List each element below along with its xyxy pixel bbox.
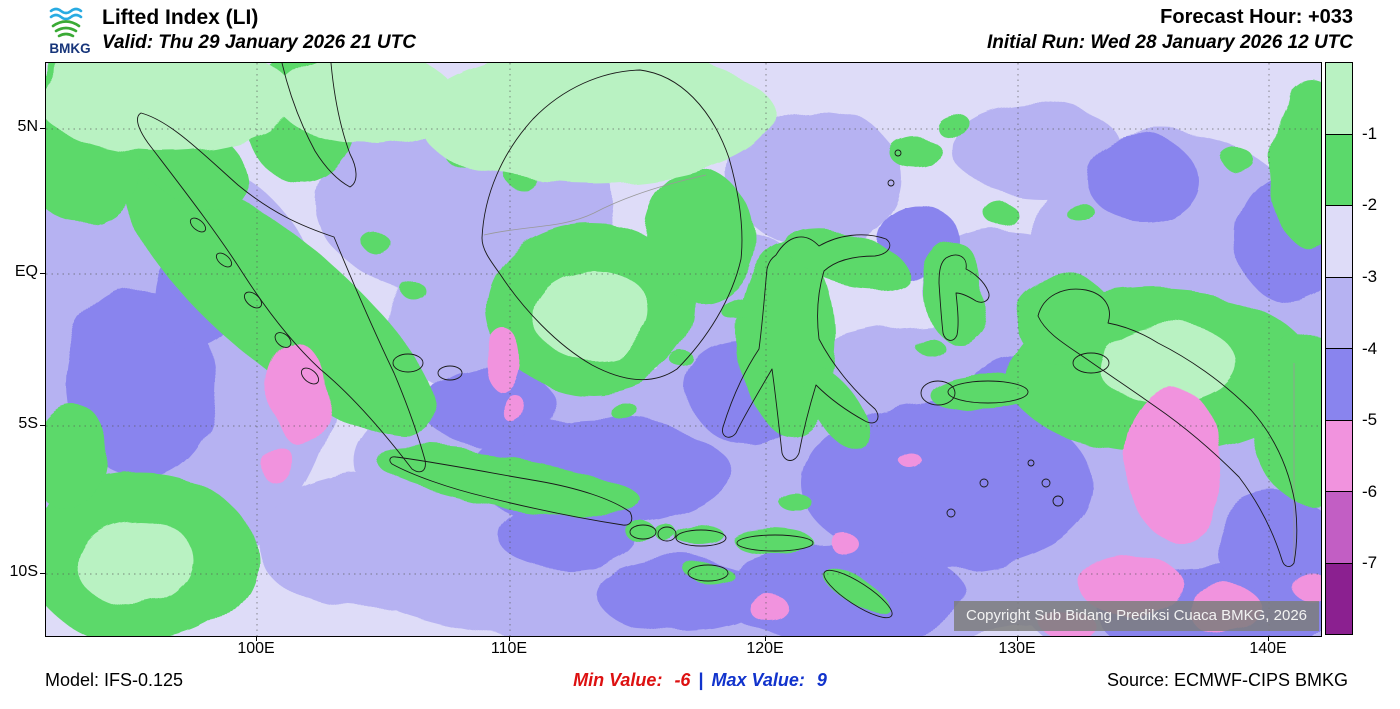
- logo-arc-icon: [51, 20, 81, 28]
- colorbar-segment: [1326, 277, 1352, 349]
- min-max-separator: |: [698, 670, 704, 690]
- coastlines: [137, 63, 1298, 619]
- model-label: Model: IFS-0.125: [45, 670, 184, 690]
- logo-text: BMKG: [49, 41, 90, 56]
- colorbar-tick: -2: [1362, 195, 1378, 214]
- y-tick: [40, 425, 45, 426]
- max-value-label: Max Value:: [711, 670, 805, 690]
- graticule: [46, 63, 1321, 636]
- colorbar-segment: [1326, 134, 1352, 206]
- valid-time: Valid: Thu 29 January 2026 21 UTC: [102, 32, 416, 53]
- y-tick: [40, 573, 45, 574]
- lat-label-eq: EQ: [14, 263, 38, 280]
- x-tick: [509, 636, 510, 641]
- colorbar-segment: [1326, 63, 1352, 135]
- colorbar-tick: -1: [1362, 124, 1378, 143]
- colorbar-tick: -7: [1362, 553, 1378, 572]
- x-tick: [1268, 636, 1269, 641]
- forecast-hour: Forecast Hour: +033: [1160, 6, 1353, 28]
- colorbar-segment: [1326, 206, 1352, 278]
- x-tick: [256, 636, 257, 641]
- contour-field: [46, 63, 1321, 636]
- lon-label-120e: 120E: [746, 640, 784, 657]
- lifted-index-field-map: [46, 63, 1321, 636]
- min-max-values: Min Value: -6 | Max Value: 9: [350, 670, 1050, 691]
- lon-label-100e: 100E: [237, 640, 275, 657]
- min-value-label: Min Value:: [573, 670, 663, 690]
- logo-wave-icon: [49, 7, 83, 15]
- colorbar-tick: -6: [1362, 482, 1378, 501]
- y-tick: [40, 128, 45, 129]
- colorbar-tick: -4: [1362, 339, 1378, 358]
- colorbar-tick: -3: [1362, 267, 1378, 286]
- copyright-overlay: Copyright Sub Bidang Prediksi Cuaca BMKG…: [953, 601, 1319, 631]
- country-borders: [483, 174, 1295, 563]
- colorbar-segment: [1326, 420, 1352, 492]
- lat-label-5n: 5N: [17, 118, 38, 135]
- colorbar-segment: [1326, 563, 1352, 634]
- colorbar-segment: [1326, 492, 1352, 564]
- max-value: 9: [816, 670, 827, 690]
- page-title: Lifted Index (LI): [102, 6, 259, 29]
- lat-label-10s: 10S: [9, 563, 38, 580]
- x-tick: [765, 636, 766, 641]
- colorbar-segment: [1326, 349, 1352, 421]
- colorbar: [1325, 62, 1353, 635]
- y-tick: [40, 273, 45, 274]
- x-tick: [1017, 636, 1018, 641]
- colorbar-tick: -5: [1362, 410, 1378, 429]
- bmkg-logo: BMKG: [42, 3, 98, 59]
- lat-label-5s: 5S: [18, 415, 38, 432]
- min-value: -6: [674, 670, 691, 690]
- map-canvas: [45, 62, 1322, 637]
- lon-label-110e: 110E: [490, 640, 528, 657]
- lon-label-140e: 140E: [1249, 640, 1287, 657]
- source-label: Source: ECMWF-CIPS BMKG: [1106, 670, 1348, 690]
- lon-label-130e: 130E: [998, 640, 1036, 657]
- initial-run: Initial Run: Wed 28 January 2026 12 UTC: [986, 32, 1353, 53]
